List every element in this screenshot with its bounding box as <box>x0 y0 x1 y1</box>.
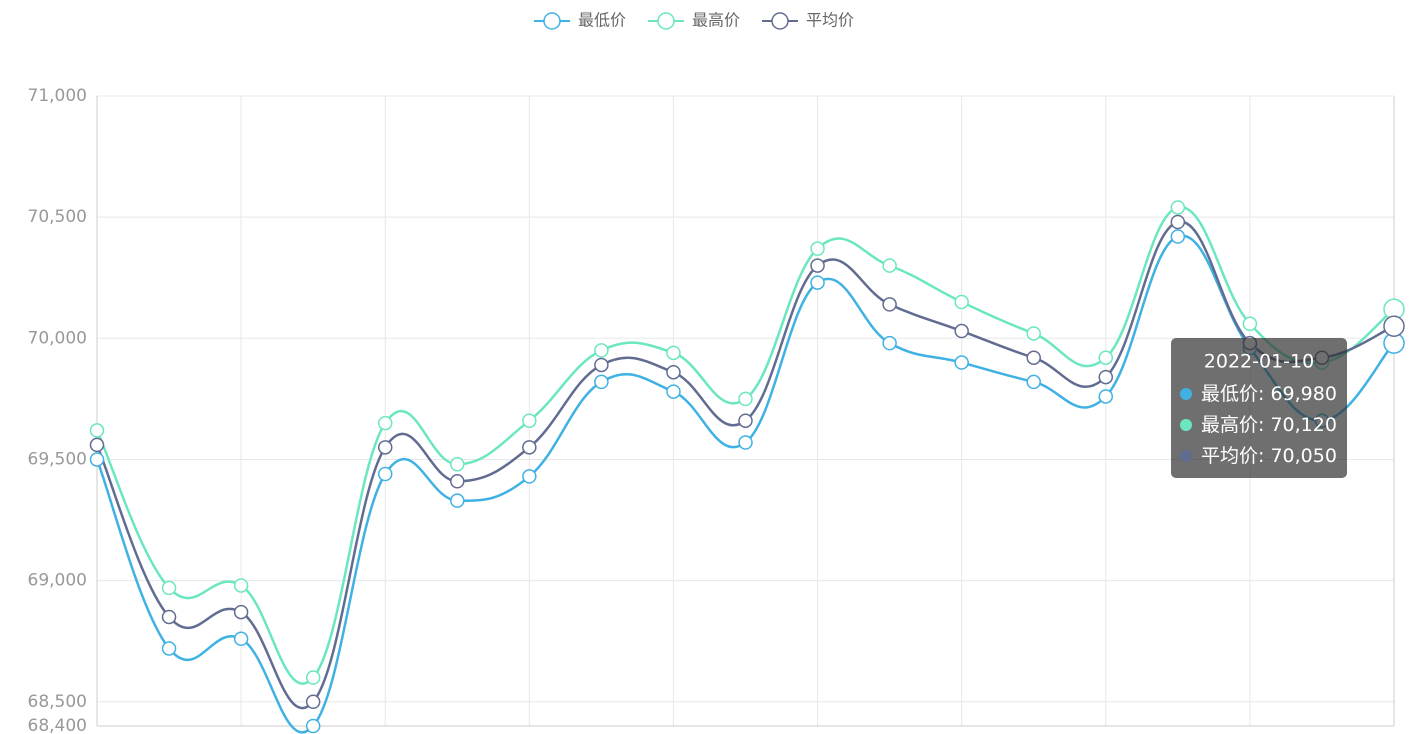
tooltip-dot <box>1180 388 1192 400</box>
y-tick-label: 69,500 <box>28 449 87 469</box>
point <box>594 357 609 373</box>
point <box>377 466 393 482</box>
tooltip-sep: : <box>1258 414 1270 436</box>
point <box>810 258 825 273</box>
y-tick-label: 69,000 <box>28 571 87 591</box>
tooltip-name: 平均价 <box>1201 445 1258 467</box>
legend-icon <box>657 12 675 30</box>
point <box>377 440 393 455</box>
tooltip-name: 最低价 <box>1201 383 1258 405</box>
point <box>1170 229 1186 244</box>
legend-label: 最高价 <box>692 11 740 30</box>
point <box>161 609 177 625</box>
point <box>594 343 609 358</box>
point <box>1170 214 1186 230</box>
point <box>666 364 681 380</box>
tooltip-box <box>1171 338 1347 478</box>
legend-label: 最低价 <box>578 11 626 30</box>
tooltip-item: 最低价: 69,980 <box>1201 383 1337 405</box>
point <box>377 415 393 431</box>
point <box>882 297 897 312</box>
y-tick-label: 70,000 <box>28 328 87 348</box>
point <box>305 718 321 734</box>
point <box>89 437 105 453</box>
point <box>450 457 465 472</box>
tooltip-name: 最高价 <box>1201 414 1258 436</box>
point <box>954 323 969 339</box>
point <box>89 452 105 467</box>
point <box>161 641 177 656</box>
point <box>954 294 969 310</box>
point <box>522 469 537 484</box>
point <box>1026 326 1041 341</box>
point <box>882 258 897 273</box>
point <box>1026 350 1041 365</box>
tooltip-sep: : <box>1258 445 1270 467</box>
point <box>305 694 321 710</box>
point <box>810 275 825 290</box>
point <box>233 631 249 647</box>
point <box>89 423 105 438</box>
point <box>1098 369 1114 385</box>
tooltip: 2022-01-10 最低价: 69,980 最高价: 70,120 平均价: 70,… <box>1171 338 1347 478</box>
tooltip-title: 2022-01-10 <box>1204 351 1314 373</box>
point <box>522 440 537 455</box>
tooltip-item: 最高价: 70,120 <box>1201 414 1337 436</box>
point <box>1242 316 1258 332</box>
tooltip-value: 69,980 <box>1270 383 1336 405</box>
point <box>161 580 177 596</box>
point <box>1383 315 1405 337</box>
tooltip-value: 70,050 <box>1270 445 1336 467</box>
point <box>1098 389 1114 404</box>
y-tick-label: 71,000 <box>28 86 87 106</box>
point <box>882 335 897 351</box>
y-tick-label: 68,500 <box>28 692 87 712</box>
tooltip-value: 70,120 <box>1270 414 1336 436</box>
point <box>738 391 753 407</box>
tooltip-dot <box>1180 419 1192 431</box>
point <box>450 493 465 508</box>
point <box>522 413 537 428</box>
point <box>954 355 969 370</box>
legend-icon <box>771 12 789 30</box>
point <box>1026 374 1041 390</box>
legend-icon <box>543 12 561 30</box>
tooltip-sep: : <box>1258 383 1270 405</box>
point <box>305 670 321 685</box>
legend-label: 平均价 <box>806 11 854 30</box>
point <box>666 345 681 361</box>
line <box>95 206 1395 685</box>
tooltip-dot <box>1180 450 1192 462</box>
point <box>810 241 825 256</box>
point <box>594 374 609 390</box>
point <box>1170 200 1186 215</box>
point <box>233 604 249 620</box>
y-tick-label: 68,400 <box>28 716 87 734</box>
line <box>95 234 1395 734</box>
tooltip-item: 平均价: 70,050 <box>1201 445 1337 467</box>
y-tick-label: 70,500 <box>28 207 87 227</box>
point <box>233 578 249 593</box>
point <box>738 413 753 428</box>
point <box>450 474 465 489</box>
point <box>738 435 753 450</box>
point <box>666 384 681 399</box>
line <box>95 220 1395 710</box>
point <box>1098 350 1114 365</box>
